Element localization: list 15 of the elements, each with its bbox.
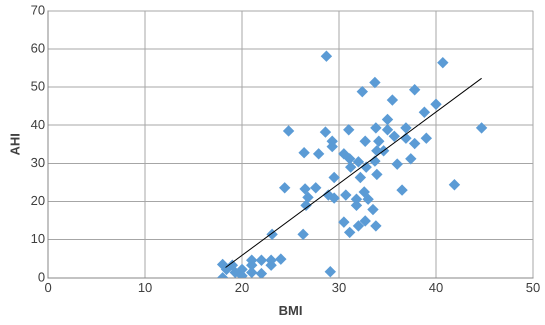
- x-tick-label: 50: [526, 280, 540, 296]
- y-tick-label: 50: [30, 78, 46, 94]
- x-tick-label: 10: [138, 280, 152, 296]
- y-tick-label: 70: [30, 2, 46, 18]
- y-tick-label: 40: [30, 116, 46, 132]
- y-axis-title: AHI: [7, 133, 22, 156]
- y-tick-label: 60: [30, 40, 46, 56]
- y-tick-label: 10: [30, 231, 46, 246]
- x-tick-label: 40: [428, 280, 444, 296]
- y-tick-label: 0: [38, 269, 46, 284]
- y-tick-label: 30: [30, 154, 46, 170]
- y-tick-label: 20: [30, 193, 46, 208]
- x-axis-title: BMI: [278, 302, 302, 318]
- x-tick-label: 20: [234, 280, 250, 296]
- x-tick-label: 30: [332, 280, 346, 296]
